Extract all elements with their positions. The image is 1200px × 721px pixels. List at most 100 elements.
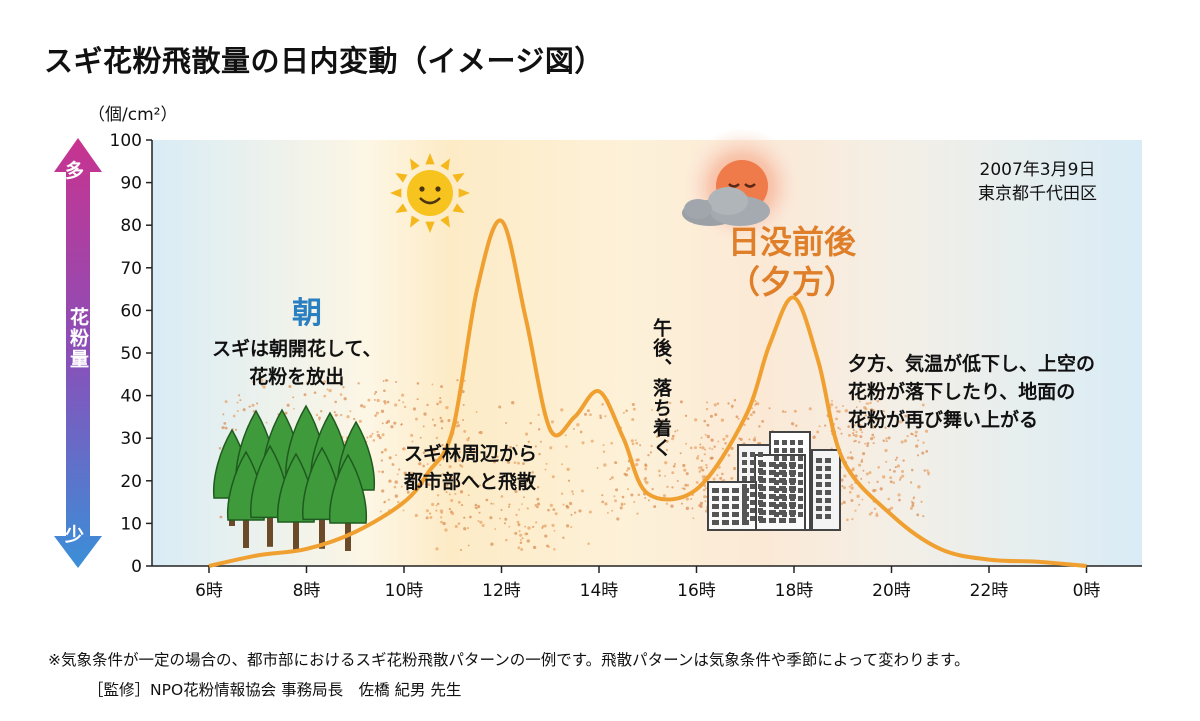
y-tick-label: 50 bbox=[120, 344, 142, 364]
pollen-dot bbox=[679, 400, 683, 404]
pollen-dot bbox=[852, 434, 855, 437]
pollen-dot bbox=[435, 509, 438, 512]
window bbox=[774, 496, 779, 501]
pollen-dot bbox=[793, 409, 797, 413]
pollen-dot bbox=[710, 438, 714, 442]
pollen-dot bbox=[383, 400, 387, 404]
pollen-dot bbox=[869, 401, 872, 405]
window bbox=[750, 508, 755, 513]
window bbox=[816, 514, 822, 519]
pollen-dot bbox=[658, 469, 661, 473]
window bbox=[712, 512, 719, 517]
window bbox=[779, 462, 786, 467]
pollen-dot bbox=[700, 466, 703, 469]
pollen-dot bbox=[410, 433, 414, 437]
pollen-dot bbox=[668, 433, 670, 436]
pollen-dot bbox=[633, 501, 636, 504]
pollen-dot bbox=[730, 404, 734, 408]
pollen-dot bbox=[398, 399, 401, 402]
pollen-dot bbox=[712, 477, 716, 481]
pollen-dot bbox=[703, 484, 707, 488]
pollen-dot bbox=[899, 476, 903, 480]
pollen-dot bbox=[526, 532, 529, 535]
window bbox=[750, 468, 755, 473]
pollen-dot bbox=[849, 451, 852, 454]
pollen-dot bbox=[561, 463, 564, 466]
pollen-dot bbox=[457, 483, 460, 487]
pollen-dot bbox=[467, 527, 469, 530]
pollen-dot bbox=[433, 423, 437, 427]
pollen-dot bbox=[704, 500, 707, 503]
pollen-dot bbox=[752, 410, 756, 414]
pollen-dot bbox=[442, 458, 445, 461]
pollen-dot bbox=[587, 542, 590, 546]
window bbox=[789, 470, 796, 475]
window bbox=[732, 520, 739, 525]
pollen-dot bbox=[552, 508, 556, 512]
pollen-dot bbox=[460, 465, 464, 468]
window bbox=[816, 458, 822, 463]
pollen-dot bbox=[616, 517, 620, 521]
pollen-dot bbox=[916, 513, 920, 517]
pollen-dot bbox=[881, 475, 886, 479]
page-title: スギ花粉飛散量の日内変動（イメージ図） bbox=[44, 44, 604, 78]
pollen-dot bbox=[544, 468, 547, 471]
pollen-dot bbox=[426, 403, 429, 407]
pollen-dot bbox=[899, 420, 903, 424]
pollen-dot bbox=[436, 502, 440, 506]
window bbox=[798, 456, 803, 461]
window bbox=[742, 512, 749, 517]
pollen-dot bbox=[438, 400, 442, 404]
window bbox=[779, 518, 786, 523]
pollen-dot bbox=[234, 428, 238, 431]
pollen-dot bbox=[440, 427, 444, 430]
pollen-dot bbox=[865, 402, 868, 405]
pollen-dot bbox=[545, 462, 548, 465]
pollen-dot bbox=[367, 398, 371, 402]
pollen-dot bbox=[621, 495, 625, 499]
window bbox=[750, 484, 755, 489]
pollen-dot bbox=[614, 461, 618, 465]
window bbox=[789, 478, 796, 483]
pollen-dot bbox=[673, 463, 676, 466]
pollen-dot bbox=[664, 475, 666, 477]
window bbox=[759, 470, 766, 475]
pollen-dot bbox=[706, 423, 710, 427]
pollen-dot bbox=[255, 402, 259, 405]
pollen-dot bbox=[524, 432, 529, 436]
pollen-dot bbox=[870, 408, 874, 412]
sun-ray bbox=[410, 215, 420, 228]
pollen-dot bbox=[846, 456, 850, 460]
pollen-dot bbox=[514, 531, 518, 535]
pollen-dot bbox=[723, 479, 726, 482]
window bbox=[750, 476, 755, 481]
pollen-dot bbox=[236, 410, 239, 413]
pollen-dot bbox=[346, 415, 350, 419]
pollen-dot bbox=[521, 503, 523, 506]
pollen-dot bbox=[868, 471, 872, 475]
pollen-dot bbox=[874, 418, 878, 421]
pollen-dot bbox=[884, 448, 888, 453]
pollen-dot bbox=[864, 407, 868, 411]
pollen-dot bbox=[609, 478, 612, 481]
window bbox=[782, 440, 787, 445]
pollen-dot bbox=[457, 500, 461, 504]
pollen-dot bbox=[664, 461, 668, 465]
pollen-dot bbox=[318, 418, 321, 421]
window bbox=[825, 466, 831, 471]
pollen-dot bbox=[422, 451, 426, 455]
annotation-morning-line: スギは朝開花して、 bbox=[212, 338, 382, 360]
pollen-dot bbox=[926, 469, 929, 472]
annotation-sunset-line: 日没前後 bbox=[728, 223, 857, 261]
pollen-dot bbox=[418, 462, 422, 466]
pollen-dot bbox=[680, 502, 684, 505]
pollen-dot bbox=[912, 497, 915, 500]
y-tick-label: 60 bbox=[120, 301, 142, 321]
pollen-dot bbox=[498, 517, 501, 520]
pollen-dot bbox=[635, 462, 639, 467]
pollen-dot bbox=[467, 544, 470, 547]
pollen-dot bbox=[626, 488, 630, 491]
window bbox=[825, 458, 831, 463]
annotation-spread-line: スギ林周辺から bbox=[404, 443, 538, 465]
pollen-dot bbox=[383, 448, 388, 452]
